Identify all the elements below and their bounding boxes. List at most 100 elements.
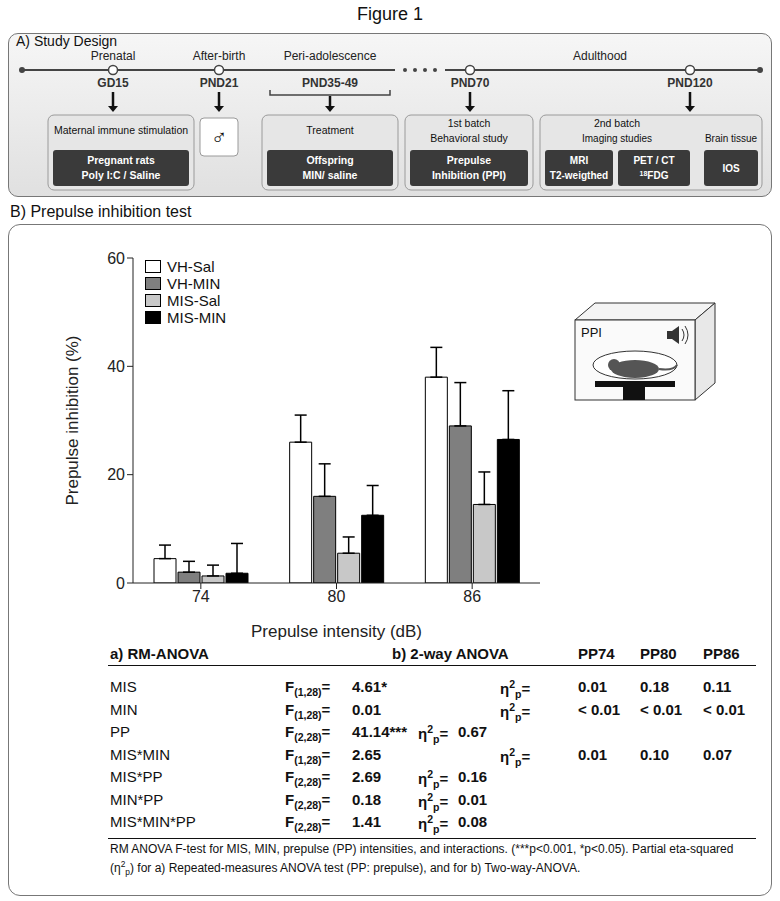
svg-text:Inhibition (PPI): Inhibition (PPI) [432, 169, 506, 181]
html-text:PP74: PP74 [578, 645, 615, 662]
html-text:F(1,28)=: F(1,28)= [285, 745, 331, 766]
html-text:η2: η2 [418, 790, 433, 810]
svg-text:Imaging studies: Imaging studies [582, 133, 652, 144]
html-text:p=: p= [515, 702, 531, 723]
html-text:Figure 1: Figure 1 [357, 4, 423, 24]
svg-text:MRI: MRI [570, 155, 589, 166]
svg-text:Maternal immune stimulation: Maternal immune stimulation [54, 124, 188, 136]
html-text:RM ANOVA F-test for MIS, MIN,: RM ANOVA F-test for MIS, MIN, prepulse (… [110, 842, 734, 875]
html-text:F(1,28)=: F(1,28)= [285, 700, 331, 721]
html-text:41.14***: 41.14*** [352, 723, 408, 740]
svg-text:Adulthood: Adulthood [573, 49, 627, 63]
html-text:MIN*PP: MIN*PP [110, 790, 164, 808]
svg-text:Poly I:C / Saline: Poly I:C / Saline [82, 169, 161, 181]
svg-text:Brain tissue: Brain tissue [705, 133, 758, 144]
html-text:MIS*MIN: MIS*MIN [110, 745, 170, 763]
html-text:p=: p= [433, 815, 449, 835]
html-text:F(2,28)=: F(2,28)= [285, 723, 331, 743]
html-text:1.41: 1.41 [352, 813, 382, 830]
html-text:η2: η2 [418, 813, 433, 832]
svg-text:Offspring: Offspring [306, 154, 353, 166]
html-text:MIS*PP: MIS*PP [110, 768, 163, 785]
svg-text:Peri-adolescence: Peri-adolescence [284, 49, 377, 63]
html-text:MIN: MIN [110, 700, 138, 718]
html-text:PP: PP [110, 723, 130, 740]
svg-text:A) Study Design: A) Study Design [16, 33, 117, 49]
html-text:b) 2-way ANOVA: b) 2-way ANOVA [392, 645, 509, 662]
svg-text:Prepulse: Prepulse [447, 154, 492, 166]
html-text:< 0.01: < 0.01 [640, 700, 683, 718]
svg-text:PPI: PPI [581, 325, 602, 340]
svg-text:Treatment: Treatment [306, 124, 354, 136]
svg-text:Prenatal: Prenatal [91, 49, 136, 63]
html-text:0.01: 0.01 [578, 678, 608, 695]
html-text:p) for a) Repeated-measures AN: p) for a) Repeated-measures ANOVA test (… [125, 861, 581, 878]
svg-text:PND21: PND21 [200, 76, 239, 90]
html-text:B) Prepulse inhibition test: B) Prepulse inhibition test [10, 203, 192, 220]
html-text:2.69: 2.69 [352, 768, 382, 785]
html-text:2.65: 2.65 [352, 745, 382, 763]
html-text:a) RM-ANOVA: a) RM-ANOVA [110, 645, 209, 662]
svg-text:Behavioral study: Behavioral study [430, 132, 508, 144]
html-text:0.16: 0.16 [458, 768, 488, 785]
html-text:p=: p= [433, 792, 449, 813]
html-text:MIS: MIS [110, 678, 137, 695]
html-text:MIS-Sal: MIS-Sal [167, 292, 221, 309]
svg-text:GD15: GD15 [97, 76, 129, 90]
svg-text:Pregnant rats: Pregnant rats [87, 154, 155, 166]
svg-text:PND70: PND70 [451, 76, 490, 90]
html-text:p=: p= [433, 725, 449, 745]
html-text:0.18: 0.18 [640, 678, 670, 695]
html-text:p=: p= [515, 747, 531, 768]
html-text:F(1,28)=: F(1,28)= [285, 678, 331, 698]
svg-text:PET / CT: PET / CT [633, 155, 674, 166]
svg-text:After-birth: After-birth [193, 49, 246, 63]
svg-text:T2-weigthed: T2-weigthed [550, 170, 608, 181]
svg-text:PND120: PND120 [667, 76, 713, 90]
html-text:η2: η2 [500, 678, 515, 697]
html-text:VH-MIN: VH-MIN [167, 275, 221, 292]
svg-text:74: 74 [192, 588, 210, 605]
svg-text:18FDG: 18FDG [640, 170, 669, 182]
html-text:p=: p= [433, 770, 449, 790]
svg-text:86: 86 [463, 588, 481, 605]
svg-text:Prepulse intensity (dB): Prepulse intensity (dB) [251, 622, 422, 641]
html-text:η2: η2 [500, 700, 515, 720]
html-text:F(2,28)=: F(2,28)= [285, 813, 331, 833]
svg-text:PND35-49: PND35-49 [302, 76, 358, 90]
html-text:0.07: 0.07 [703, 745, 733, 763]
html-text:0.11: 0.11 [703, 678, 732, 695]
html-text:0.18: 0.18 [352, 790, 382, 808]
html-text:4.61*: 4.61* [352, 678, 387, 695]
html-text:0.08: 0.08 [458, 813, 488, 830]
html-text:0.01: 0.01 [352, 700, 382, 718]
html-text:F(2,28)=: F(2,28)= [285, 790, 331, 811]
html-text:< 0.01: < 0.01 [578, 700, 621, 718]
html-text:PP80: PP80 [640, 645, 677, 662]
html-text:0.01: 0.01 [458, 790, 488, 808]
svg-text:40: 40 [107, 358, 125, 375]
svg-text:MIN/ saline: MIN/ saline [303, 169, 358, 181]
html-text:p=: p= [515, 680, 531, 700]
html-text:0.01: 0.01 [578, 745, 608, 763]
svg-text:2nd batch: 2nd batch [594, 117, 640, 129]
html-text:MIS*MIN*PP: MIS*MIN*PP [110, 813, 196, 830]
html-text:η2: η2 [500, 745, 515, 765]
svg-text:♂: ♂ [211, 125, 228, 150]
html-text:η2: η2 [418, 723, 433, 742]
svg-text:20: 20 [107, 466, 125, 483]
html-text:VH-Sal: VH-Sal [167, 258, 215, 275]
html-text:MIS-MIN: MIS-MIN [167, 309, 227, 326]
html-text:< 0.01: < 0.01 [703, 700, 746, 718]
svg-text:80: 80 [328, 588, 346, 605]
html-text:0.10: 0.10 [640, 745, 670, 763]
svg-text:0: 0 [116, 575, 125, 592]
html-text:0.67: 0.67 [458, 723, 488, 740]
svg-text:Prepulse inhibition (%): Prepulse inhibition (%) [63, 335, 82, 505]
html-text:η2: η2 [418, 768, 433, 787]
svg-text:1st batch: 1st batch [448, 117, 491, 129]
html-text:F(2,28)=: F(2,28)= [285, 768, 331, 788]
svg-text:60: 60 [107, 250, 125, 267]
html-text:PP86: PP86 [703, 645, 740, 662]
svg-text:IOS: IOS [722, 163, 740, 174]
